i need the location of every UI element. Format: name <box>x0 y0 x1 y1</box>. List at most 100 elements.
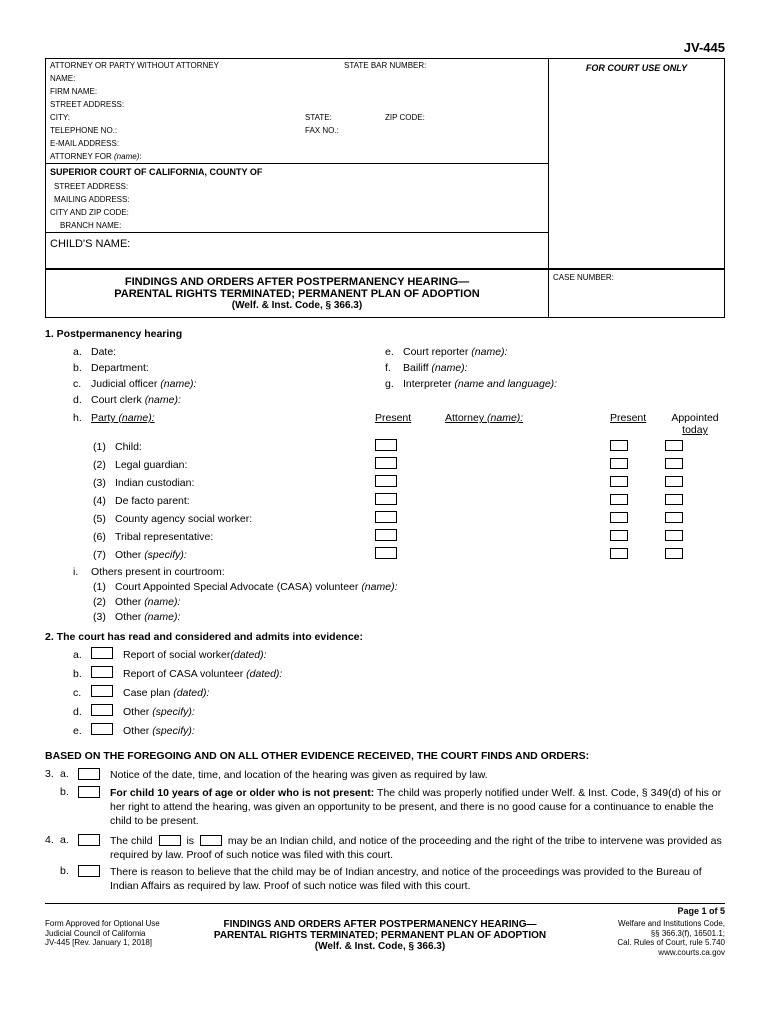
party-label[interactable]: De facto parent: <box>115 495 375 507</box>
foregoing: BASED ON THE FOREGOING AND ON ALL OTHER … <box>45 750 725 762</box>
party-present1-checkbox[interactable] <box>375 529 397 541</box>
party-label[interactable]: Child: <box>115 441 375 453</box>
s1-reporter[interactable]: Court reporter (name): <box>403 346 507 358</box>
s2a-checkbox[interactable] <box>91 647 113 659</box>
party-present1-checkbox[interactable] <box>375 493 397 505</box>
party-label[interactable]: Indian custodian: <box>115 477 375 489</box>
s2e-checkbox[interactable] <box>91 723 113 735</box>
s4a-text: The child is may be an Indian child, and… <box>110 834 725 862</box>
page-number: Page 1 of 5 <box>45 906 725 916</box>
appointed-header: Appointedtoday <box>665 412 725 436</box>
party-present1-checkbox[interactable] <box>375 475 397 487</box>
court-mailing[interactable]: MAILING ADDRESS: <box>46 193 548 206</box>
state-field[interactable]: STATE: <box>305 113 385 122</box>
form-title: FINDINGS AND ORDERS AFTER POSTPERMANENCY… <box>46 270 549 317</box>
header-box: ATTORNEY OR PARTY WITHOUT ATTORNEY STATE… <box>45 58 725 269</box>
party-appointed-checkbox[interactable] <box>665 548 683 559</box>
s4a-checkbox[interactable] <box>78 834 100 846</box>
party-label[interactable]: Tribal representative: <box>115 531 375 543</box>
court-cityzip[interactable]: CITY AND ZIP CODE: <box>46 206 548 219</box>
s3a-text: Notice of the date, time, and location o… <box>110 768 725 783</box>
title-line3: (Welf. & Inst. Code, § 366.3) <box>50 300 544 311</box>
section1-header: 1. Postpermanency hearing <box>45 328 725 340</box>
party-appointed-checkbox[interactable] <box>665 476 683 487</box>
party-label[interactable]: Legal guardian: <box>115 459 375 471</box>
footer-left: Form Approved for Optional Use Judicial … <box>45 919 185 957</box>
party-appointed-checkbox[interactable] <box>665 494 683 505</box>
party-label[interactable]: Other (specify): <box>115 549 375 561</box>
party-row: (5)County agency social worker: <box>45 511 725 526</box>
firm-field[interactable]: FIRM NAME: <box>46 85 548 98</box>
party-present1-checkbox[interactable] <box>375 439 397 451</box>
s1-others: Others present in courtroom: <box>91 566 225 578</box>
party-appointed-checkbox[interactable] <box>665 458 683 469</box>
case-number-field[interactable]: CASE NUMBER: <box>549 270 724 317</box>
tel-field[interactable]: TELEPHONE NO.: <box>50 126 305 135</box>
party-header: Party (name): <box>91 412 155 424</box>
email-field[interactable]: E-MAIL ADDRESS: <box>46 137 548 150</box>
attorney-for-field[interactable]: ATTORNEY FOR (name): <box>46 150 548 163</box>
party-appointed-checkbox[interactable] <box>665 440 683 451</box>
court-street[interactable]: STREET ADDRESS: <box>46 180 548 193</box>
party-row: (3)Indian custodian: <box>45 475 725 490</box>
s2d-text: Other (specify): <box>123 706 195 718</box>
city-field[interactable]: CITY: <box>50 113 305 122</box>
party-present2-checkbox[interactable] <box>610 548 628 559</box>
section2-header: 2. The court has read and considered and… <box>45 631 725 643</box>
s1-other2[interactable]: Other (name): <box>115 596 180 608</box>
s1-bailiff[interactable]: Bailiff (name): <box>403 362 468 374</box>
s4b-text: There is reason to believe that the chil… <box>110 865 725 893</box>
s1-other3[interactable]: Other (name): <box>115 611 180 623</box>
attorney-header: Attorney (name): <box>445 412 610 436</box>
s2a-text: Report of social worker(dated): <box>123 649 267 661</box>
party-row: (7)Other (specify): <box>45 547 725 562</box>
title-line1: FINDINGS AND ORDERS AFTER POSTPERMANENCY… <box>50 276 544 288</box>
s1-clerk[interactable]: Court clerk (name): <box>91 394 181 406</box>
fax-field[interactable]: FAX NO.: <box>305 126 385 135</box>
present-header1: Present <box>375 412 445 436</box>
party-present2-checkbox[interactable] <box>610 476 628 487</box>
party-appointed-checkbox[interactable] <box>665 512 683 523</box>
s1-interpreter[interactable]: Interpreter (name and language): <box>403 378 557 390</box>
s1-casa[interactable]: Court Appointed Special Advocate (CASA) … <box>115 581 398 593</box>
title-line2: PARENTAL RIGHTS TERMINATED; PERMANENT PL… <box>50 288 544 300</box>
s2c-text: Case plan (dated): <box>123 687 209 699</box>
name-field[interactable]: NAME: <box>46 72 548 85</box>
court-header: SUPERIOR COURT OF CALIFORNIA, COUNTY OF <box>46 164 548 180</box>
court-branch[interactable]: BRANCH NAME: <box>46 219 548 232</box>
court-use-only: FOR COURT USE ONLY <box>549 59 724 268</box>
s2d-checkbox[interactable] <box>91 704 113 716</box>
zip-field[interactable]: ZIP CODE: <box>385 113 425 122</box>
s1-date[interactable]: Date: <box>91 346 116 358</box>
s2b-checkbox[interactable] <box>91 666 113 678</box>
s4a-maybe-checkbox[interactable] <box>200 835 222 846</box>
s4a-is-checkbox[interactable] <box>159 835 181 846</box>
footer-right: Welfare and Institutions Code, §§ 366.3(… <box>575 919 725 957</box>
s3a-checkbox[interactable] <box>78 768 100 780</box>
party-present1-checkbox[interactable] <box>375 457 397 469</box>
street-field[interactable]: STREET ADDRESS: <box>46 98 548 111</box>
s4b-checkbox[interactable] <box>78 865 100 877</box>
party-row: (4)De facto parent: <box>45 493 725 508</box>
attorney-label: ATTORNEY OR PARTY WITHOUT ATTORNEY <box>50 61 344 70</box>
party-present2-checkbox[interactable] <box>610 494 628 505</box>
s1-judicial[interactable]: Judicial officer (name): <box>91 378 196 390</box>
party-present2-checkbox[interactable] <box>610 440 628 451</box>
present-header2: Present <box>610 412 665 436</box>
party-label[interactable]: County agency social worker: <box>115 513 375 525</box>
party-present2-checkbox[interactable] <box>610 512 628 523</box>
party-present1-checkbox[interactable] <box>375 511 397 523</box>
s2e-text: Other (specify): <box>123 725 195 737</box>
state-bar-label: STATE BAR NUMBER: <box>344 61 544 70</box>
s3b-checkbox[interactable] <box>78 786 100 798</box>
s2b-text: Report of CASA volunteer (dated): <box>123 668 282 680</box>
child-name-field[interactable]: CHILD'S NAME: <box>46 233 548 268</box>
party-present2-checkbox[interactable] <box>610 458 628 469</box>
s2c-checkbox[interactable] <box>91 685 113 697</box>
header-left: ATTORNEY OR PARTY WITHOUT ATTORNEY STATE… <box>46 59 549 268</box>
s1-dept[interactable]: Department: <box>91 362 149 374</box>
party-appointed-checkbox[interactable] <box>665 530 683 541</box>
footer-center: FINDINGS AND ORDERS AFTER POSTPERMANENCY… <box>185 919 575 957</box>
party-present1-checkbox[interactable] <box>375 547 397 559</box>
party-present2-checkbox[interactable] <box>610 530 628 541</box>
